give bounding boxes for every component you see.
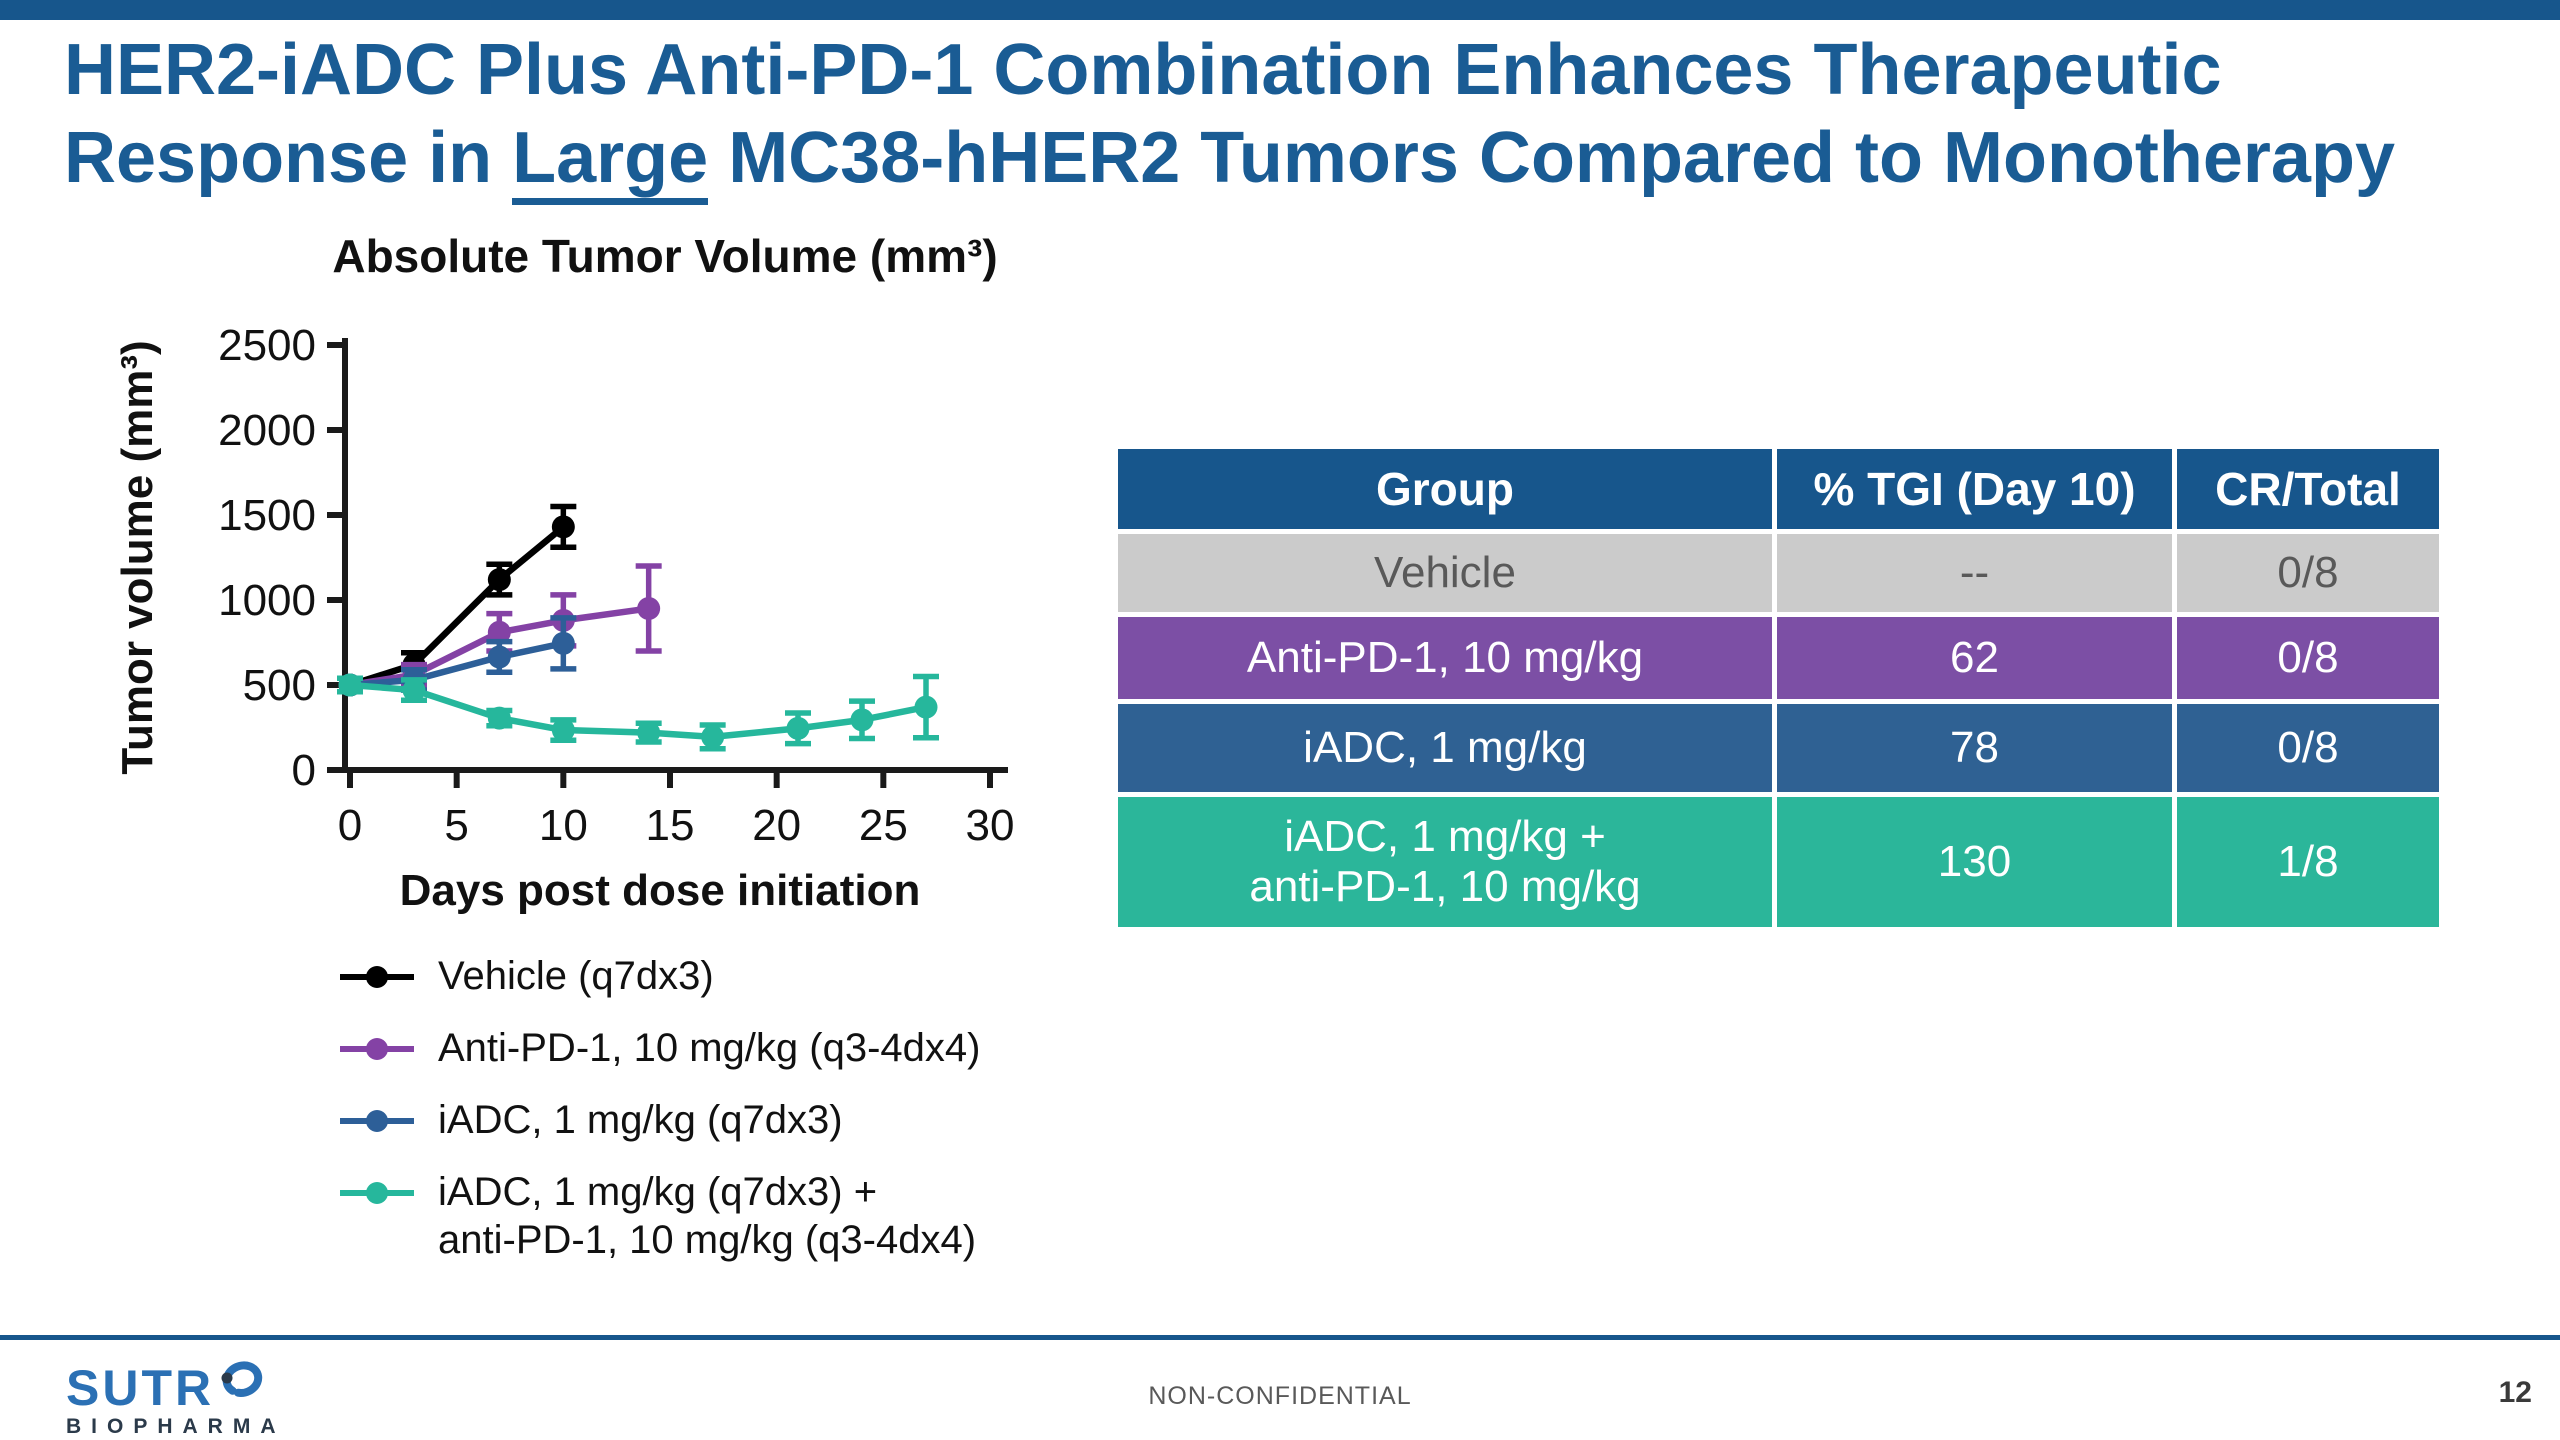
x-tick-label: 10 xyxy=(539,801,588,850)
page-number: 12 xyxy=(2498,1376,2532,1409)
legend-marker-icon xyxy=(340,1110,414,1132)
chart-title: Absolute Tumor Volume (mm³) xyxy=(332,230,997,282)
x-tick-label: 5 xyxy=(444,801,468,850)
data-point xyxy=(850,708,874,732)
table-row-2: iADC, 1 mg/kg 78 0/8 xyxy=(1118,704,2439,792)
legend-label: Vehicle (q7dx3) xyxy=(438,954,714,998)
x-tick-label: 0 xyxy=(338,801,362,850)
table-header-cell: Group xyxy=(1118,449,1772,529)
classification-label: NON-CONFIDENTIAL xyxy=(1148,1382,1412,1410)
table-cell: -- xyxy=(1777,534,2172,612)
data-point xyxy=(487,706,511,730)
data-point xyxy=(338,673,362,697)
table-row-1: Anti-PD-1, 10 mg/kg 62 0/8 xyxy=(1118,617,2439,699)
legend-item-2: iADC, 1 mg/kg (q7dx3) xyxy=(338,1096,980,1144)
legend-label: Anti-PD-1, 10 mg/kg (q3-4dx4) xyxy=(438,1026,981,1070)
y-tick-label: 2000 xyxy=(218,406,316,455)
legend-marker-icon xyxy=(340,1038,414,1060)
table-header-cell: % TGI (Day 10) xyxy=(1777,449,2172,529)
slide-title: HER2-iADC Plus Anti-PD-1 Combination Enh… xyxy=(64,26,2524,205)
y-tick-label: 2500 xyxy=(218,321,316,370)
table-header-row: Group% TGI (Day 10) CR/Total xyxy=(1118,449,2439,529)
data-point xyxy=(786,716,810,740)
logo-text-sutro: SUTR xyxy=(66,1360,215,1416)
logo-text-biopharma: BIOPHARMA xyxy=(66,1415,286,1438)
legend-item-3: iADC, 1 mg/kg (q7dx3) + anti-PD-1, 10 mg… xyxy=(338,1168,980,1264)
data-point xyxy=(637,721,661,745)
table-cell: 130 xyxy=(1777,797,2172,927)
chart-legend: Vehicle (q7dx3) Anti-PD-1, 10 mg/kg (q3-4… xyxy=(338,952,980,1288)
results-table: Group% TGI (Day 10) CR/Total Vehicle -- 0/8 A… xyxy=(1118,449,2439,932)
legend-marker-icon xyxy=(340,1182,414,1204)
legend-item-0: Vehicle (q7dx3) xyxy=(338,952,980,1000)
y-tick-label: 0 xyxy=(292,746,316,795)
table-cell: Vehicle xyxy=(1118,534,1772,612)
y-tick-label: 1500 xyxy=(218,491,316,540)
legend-label: iADC, 1 mg/kg (q7dx3) + anti-PD-1, 10 mg… xyxy=(438,1170,977,1262)
data-point xyxy=(551,718,575,742)
data-point xyxy=(551,631,575,655)
series-line-2 xyxy=(349,640,565,689)
data-point xyxy=(487,568,511,592)
x-tick-label: 25 xyxy=(859,801,908,850)
sutro-biopharma-logo: SUTR BIOPHARMA xyxy=(66,1354,286,1439)
series-line-0 xyxy=(349,524,566,689)
table-cell: 1/8 xyxy=(2177,797,2439,927)
legend-marker-icon xyxy=(340,966,414,988)
slide-title-line1: HER2-iADC Plus Anti-PD-1 Combination Enh… xyxy=(64,30,2222,110)
table-cell: 62 xyxy=(1777,617,2172,699)
underlined-word: Large xyxy=(512,118,709,205)
table-cell: 0/8 xyxy=(2177,617,2439,699)
y-axis-label: Tumor volume (mm³) xyxy=(113,340,162,774)
logo-o-icon xyxy=(216,1354,268,1411)
footer-rule xyxy=(0,1335,2560,1340)
legend-item-1: Anti-PD-1, 10 mg/kg (q3-4dx4) xyxy=(338,1024,980,1072)
data-point xyxy=(637,597,661,620)
x-tick-label: 30 xyxy=(966,801,1015,850)
y-tick-label: 1000 xyxy=(218,576,316,625)
data-point xyxy=(701,725,725,749)
table-cell: 78 xyxy=(1777,704,2172,792)
table-cell: Anti-PD-1, 10 mg/kg xyxy=(1118,617,1772,699)
x-tick-label: 15 xyxy=(646,801,695,850)
data-point xyxy=(551,515,575,539)
data-point xyxy=(402,678,426,702)
data-point xyxy=(487,620,511,644)
tumor-volume-chart: Absolute Tumor Volume (mm³) Tumor volume … xyxy=(113,230,1015,915)
top-accent-bar xyxy=(0,0,2560,20)
table-header-cell: CR/Total xyxy=(2177,449,2439,529)
table-cell: iADC, 1 mg/kg + anti-PD-1, 10 mg/kg xyxy=(1118,797,1772,927)
table-cell: 0/8 xyxy=(2177,534,2439,612)
x-axis-label: Days post dose initiation xyxy=(400,866,921,915)
y-tick-label: 500 xyxy=(243,661,316,710)
table-cell: iADC, 1 mg/kg xyxy=(1118,704,1772,792)
table-cell: 0/8 xyxy=(2177,704,2439,792)
table-row-3: iADC, 1 mg/kg + anti-PD-1, 10 mg/kg 130 1/… xyxy=(1118,797,2439,927)
data-point xyxy=(487,645,511,669)
table-row-0: Vehicle -- 0/8 xyxy=(1118,534,2439,612)
x-tick-label: 20 xyxy=(752,801,801,850)
data-point xyxy=(914,695,938,719)
legend-label: iADC, 1 mg/kg (q7dx3) xyxy=(438,1098,843,1142)
slide-title-line2: Response in Large MC38-hHER2 Tumors Comp… xyxy=(64,114,2524,205)
